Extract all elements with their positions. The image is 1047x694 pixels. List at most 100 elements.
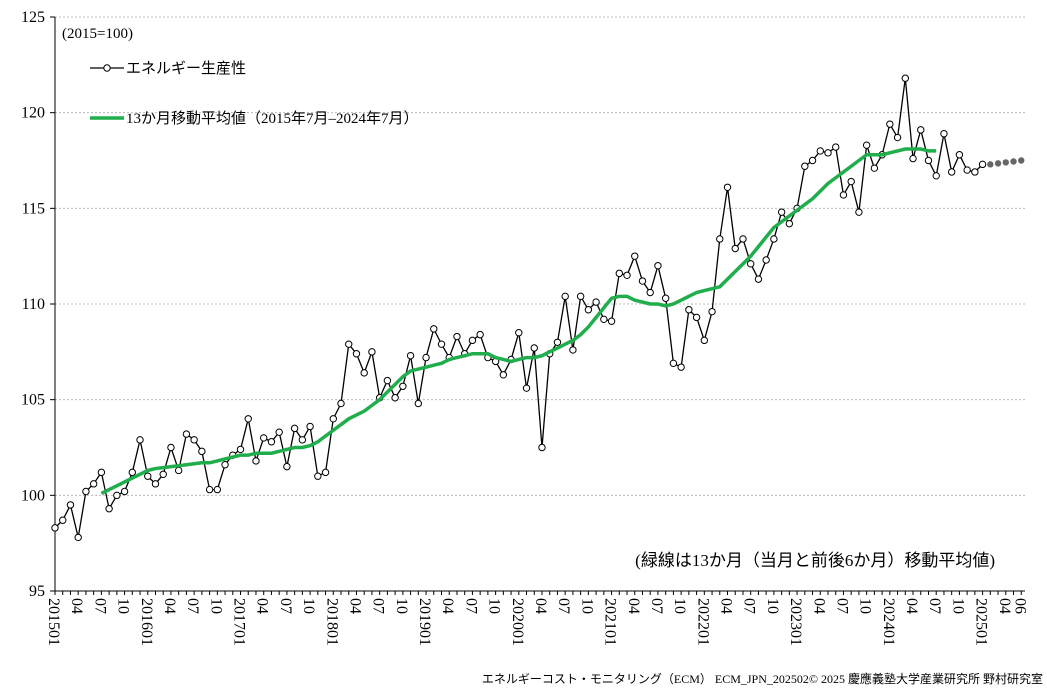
point (167, 443, 175, 452)
point (569, 346, 577, 354)
point (345, 340, 353, 348)
point (51, 524, 59, 532)
point (963, 166, 971, 174)
point (584, 306, 593, 314)
point (298, 436, 307, 444)
y-tick-label: 105 (21, 392, 45, 409)
point (128, 468, 137, 477)
point (151, 480, 160, 488)
x-tick-label: 201501 (45, 598, 62, 646)
point (816, 147, 824, 155)
point (971, 168, 979, 176)
point (623, 271, 631, 279)
point (499, 371, 508, 379)
point (561, 292, 569, 301)
point (901, 74, 909, 82)
point (383, 376, 392, 385)
x-tick-label: 10 (300, 598, 317, 614)
point (870, 164, 879, 172)
point (1018, 157, 1025, 164)
point (538, 443, 546, 452)
point (252, 457, 260, 465)
point (855, 208, 863, 216)
point (329, 415, 337, 423)
point (808, 156, 817, 165)
point (275, 428, 283, 436)
x-tick-label: 04 (161, 598, 178, 614)
x-tick-label: 10 (115, 598, 132, 614)
point (82, 487, 90, 496)
x-tick-label: 04 (254, 598, 271, 614)
x-tick-label: 202501 (973, 598, 990, 646)
x-tick-label: 201901 (416, 598, 433, 646)
point (430, 325, 438, 333)
point (283, 462, 291, 471)
point (267, 438, 276, 446)
point (205, 485, 214, 494)
point (893, 133, 902, 142)
x-tick-label: 04 (68, 598, 85, 614)
legend-label: 13か月移動平均値（2015年7月–2024年7月） (126, 110, 419, 127)
point (182, 430, 191, 438)
x-tick-label: 10 (393, 598, 410, 614)
x-tick-label: 04 (903, 598, 920, 614)
x-tick-label: 201701 (231, 598, 248, 646)
point (723, 183, 732, 191)
point (414, 399, 423, 408)
x-tick-label: 07 (555, 598, 572, 614)
point (59, 516, 67, 524)
point (399, 382, 407, 390)
point (314, 472, 322, 480)
point (832, 143, 840, 151)
point (406, 351, 415, 360)
x-tick-label: 07 (741, 598, 758, 614)
point (754, 275, 763, 283)
point (947, 168, 956, 176)
point (66, 501, 75, 509)
point (762, 256, 770, 264)
series-line (54, 78, 984, 538)
point (213, 485, 222, 494)
x-tick-label: 04 (718, 598, 735, 614)
point (97, 468, 106, 477)
point (453, 332, 461, 341)
point (654, 262, 662, 270)
point (731, 244, 739, 253)
point (909, 154, 917, 163)
series-line (100, 147, 937, 495)
point (136, 436, 144, 444)
x-tick-label: 07 (926, 598, 943, 614)
point (391, 394, 399, 402)
y-tick-label: 120 (21, 105, 45, 122)
point (221, 461, 229, 469)
x-tick-label: 04 (810, 598, 827, 614)
point (422, 353, 430, 362)
point (770, 235, 778, 243)
x-tick-label: 07 (370, 598, 387, 614)
point (708, 307, 716, 316)
x-tick-label: 10 (857, 598, 874, 614)
point (716, 235, 724, 243)
point (669, 359, 678, 368)
point (685, 306, 693, 314)
x-tick-label: 202101 (602, 598, 619, 646)
point (437, 340, 446, 348)
point (955, 151, 964, 159)
point (174, 466, 183, 475)
y-tick-label: 115 (22, 200, 45, 217)
x-tick-label: 07 (833, 598, 850, 614)
y-tick-label: 100 (21, 487, 45, 504)
point (368, 348, 376, 356)
x-tick-label: 10 (578, 598, 595, 614)
point (824, 149, 832, 157)
point (198, 447, 206, 456)
point (321, 468, 330, 477)
y-tick-label: 95 (29, 583, 45, 600)
point (631, 252, 639, 260)
x-tick-label: 202301 (787, 598, 804, 646)
x-tick-label: 10 (486, 598, 503, 614)
x-tick-label: 04 (996, 598, 1013, 614)
point (74, 533, 82, 542)
point (522, 384, 531, 392)
point (190, 436, 198, 444)
